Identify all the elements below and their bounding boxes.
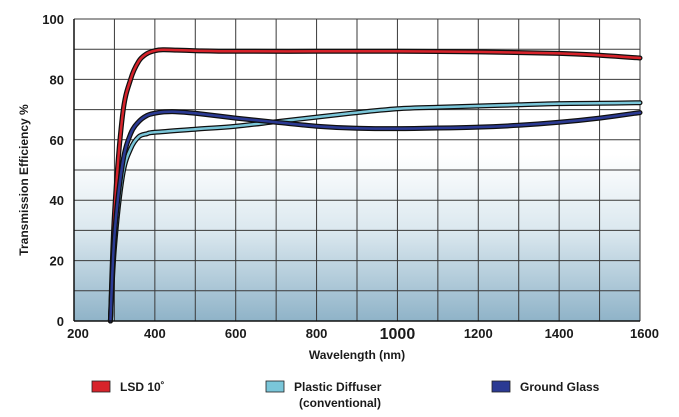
legend-label: Ground Glass	[520, 380, 600, 394]
x-axis-title: Wavelength (nm)	[309, 348, 405, 362]
series-line	[109, 48, 642, 323]
legend-label: Plastic Diffuser	[294, 380, 382, 394]
y-tick-label: 100	[42, 12, 64, 27]
x-tick-label: 600	[225, 326, 247, 341]
legend-label: LSD 10˚	[120, 380, 165, 394]
legend: LSD 10˚ Plastic Diffuser (conventional) Gro…	[91, 380, 600, 410]
x-tick-label: 1600	[630, 326, 659, 341]
x-tick-label: 1200	[464, 326, 493, 341]
x-tick-label: 1000	[380, 326, 416, 343]
x-tick-label: 1400	[545, 326, 574, 341]
series-lines	[107, 47, 643, 324]
legend-swatch	[265, 380, 285, 393]
y-tick-label: 60	[50, 133, 64, 148]
legend-swatch	[91, 380, 111, 393]
y-tick-label: 80	[50, 72, 64, 87]
legend-item-3: Ground Glass	[491, 380, 600, 394]
axes: 0 20 40 60 80 100 200 400 600 800 1000 1200 1400 1600…	[17, 12, 659, 362]
legend-item-1: LSD 10˚	[91, 380, 165, 394]
x-tick-label: 200	[67, 326, 89, 341]
grid	[73, 18, 641, 322]
y-axis-title: Transmission Efficiency %	[17, 104, 31, 256]
series-3	[107, 109, 643, 324]
series-1	[107, 47, 643, 324]
legend-item-2: Plastic Diffuser (conventional)	[265, 380, 382, 410]
series-line	[109, 110, 642, 323]
x-tick-label: 400	[144, 326, 166, 341]
y-tick-label: 20	[50, 254, 64, 269]
legend-label-line2: (conventional)	[299, 396, 381, 410]
legend-swatch	[491, 380, 511, 393]
x-tick-label: 800	[306, 326, 328, 341]
y-tick-label: 0	[57, 314, 64, 329]
y-tick-label: 40	[50, 193, 64, 208]
